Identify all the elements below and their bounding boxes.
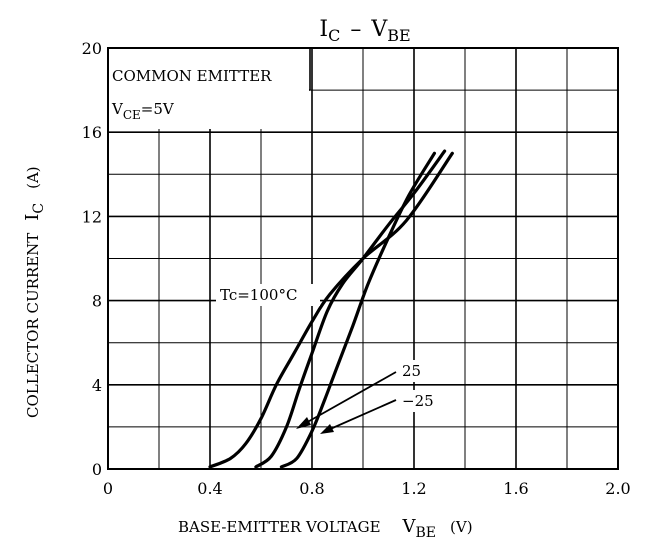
x-tick-label: 0.8: [299, 479, 324, 498]
curves: [208, 149, 454, 469]
y-tick-label: 0: [92, 460, 102, 479]
x-axis-title: BASE-EMITTER VOLTAGE VBE (V): [178, 516, 473, 541]
curve-label-25: 25: [402, 362, 421, 380]
curve-label-minus25: −25: [402, 392, 434, 410]
plot-frame: [107, 47, 619, 470]
series-line-0: [208, 151, 454, 469]
conditions-line-1: COMMON EMITTER: [112, 67, 272, 85]
arrow-minus25: [327, 399, 397, 431]
y-tick-label: 20: [82, 39, 102, 58]
chart-title: IC – VBE: [319, 17, 410, 45]
y-axis-title: COLLECTOR CURRENTIC(A): [22, 166, 47, 418]
axis-ticks: 0 0.4 0.8 1.2 1.6 2.0 0 4 8 12 16 20: [82, 39, 631, 498]
y-tick-label: 16: [82, 123, 102, 142]
series-line-1: [254, 149, 447, 469]
arrow-25: [303, 371, 397, 425]
x-tick-label: 1.2: [401, 479, 426, 498]
x-tick-label: 0: [103, 479, 113, 498]
arrowhead-25: [296, 417, 311, 429]
y-tick-label: 8: [92, 292, 102, 311]
curve-label-tc100: Tc=100°C: [220, 286, 297, 304]
conditions-line-2: VCE=5V: [111, 100, 175, 122]
arrowhead-minus25: [320, 424, 334, 434]
x-tick-label: 2.0: [605, 479, 630, 498]
x-tick-label: 0.4: [197, 479, 222, 498]
x-tick-label: 1.6: [503, 479, 528, 498]
y-tick-label: 4: [92, 376, 102, 395]
label-arrows: [296, 371, 397, 434]
conditions-box: COMMON EMITTER VCE=5V: [108, 48, 311, 129]
series-line-2: [279, 151, 436, 469]
y-tick-label: 12: [82, 207, 102, 226]
